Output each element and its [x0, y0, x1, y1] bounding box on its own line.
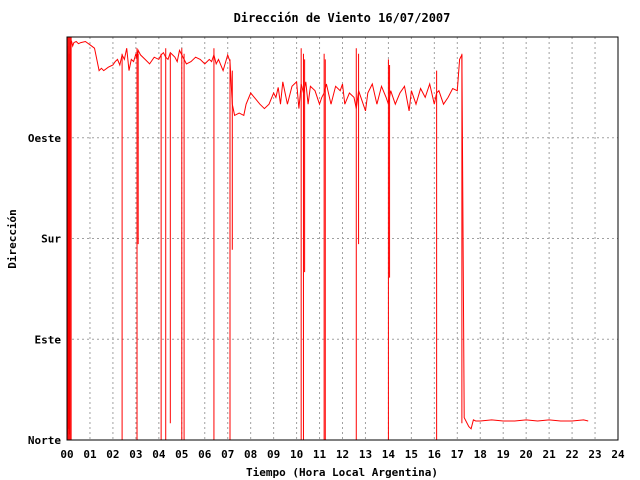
- y-axis-title: Dirección: [6, 209, 19, 269]
- x-tick-label: 09: [267, 448, 280, 461]
- grid-layer: [67, 37, 618, 440]
- series-layer: [66, 37, 589, 440]
- x-tick-label: 03: [129, 448, 142, 461]
- x-tick-label: 13: [359, 448, 372, 461]
- x-tick-label: 04: [152, 448, 166, 461]
- x-tick-label: 23: [588, 448, 601, 461]
- x-tick-label: 19: [497, 448, 510, 461]
- x-tick-label: 10: [290, 448, 303, 461]
- plot-frame: [66, 36, 619, 441]
- x-tick-label: 11: [313, 448, 327, 461]
- x-tick-label: 00: [60, 448, 73, 461]
- x-tick-label: 01: [83, 448, 97, 461]
- x-tick-labels: 00 01 02 03 04 05 06 07 08 09 10 11 12 13 14 15 16 17 18 19…: [60, 448, 625, 461]
- series-line: [66, 40, 589, 435]
- y-tick-label: Este: [35, 333, 62, 346]
- x-tick-label: 08: [244, 448, 257, 461]
- y-tick-label: Oeste: [28, 132, 61, 145]
- x-tick-label: 21: [543, 448, 557, 461]
- x-tick-label: 15: [405, 448, 418, 461]
- chart-title: Dirección de Viento 16/07/2007: [234, 11, 451, 25]
- x-axis-title: Tiempo (Hora Local Argentina): [246, 466, 438, 479]
- x-tick-label: 14: [382, 448, 396, 461]
- x-tick-label: 07: [221, 448, 234, 461]
- y-tick-label: Norte: [28, 434, 61, 447]
- x-tick-label: 17: [451, 448, 464, 461]
- y-tick-labels: Norte Este Sur Oeste: [28, 132, 61, 447]
- x-tick-label: 16: [428, 448, 442, 461]
- x-tick-label: 18: [474, 448, 487, 461]
- x-tick-label: 22: [565, 448, 578, 461]
- y-tick-label: Sur: [41, 233, 61, 246]
- x-tick-label: 02: [106, 448, 119, 461]
- x-tick-label: 06: [198, 448, 212, 461]
- x-tick-label: 05: [175, 448, 188, 461]
- x-tick-label: 12: [336, 448, 349, 461]
- x-tick-label: 20: [520, 448, 533, 461]
- x-tick-label: 24: [611, 448, 625, 461]
